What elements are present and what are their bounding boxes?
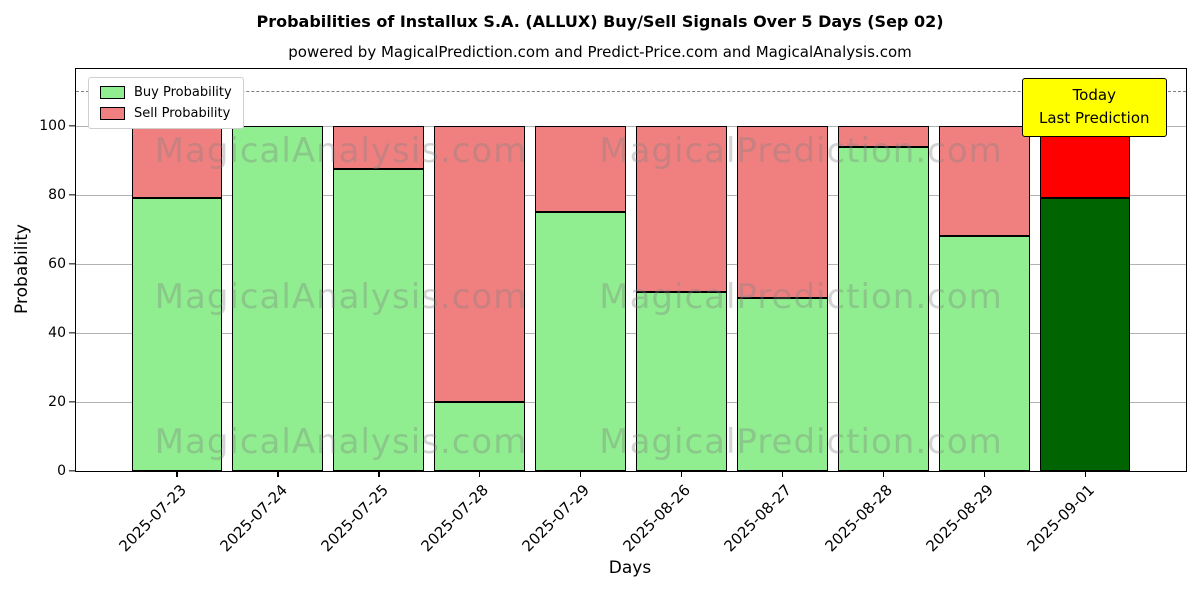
- bar-sell-segment-2025-07-29: [535, 125, 626, 213]
- ytick-label-0: 0: [57, 463, 66, 479]
- xtick-mark-1: [277, 471, 279, 477]
- xtick-label-7: 2025-08-28: [821, 481, 896, 556]
- annotation-line-2: Last Prediction: [1039, 109, 1150, 128]
- watermark-text-1: MagicalPrediction.com: [599, 131, 1003, 171]
- plot-area: 0 20 40 60 80 100 2025-07-23 2025-07-24 2025-07-…: [39, 68, 1187, 555]
- xtick-mark-0: [176, 471, 178, 477]
- bar-sell-segment-2025-09-01: [1039, 125, 1131, 199]
- bar-buy-segment-2025-07-28: [434, 401, 526, 471]
- xtick-mark-9: [1084, 471, 1086, 477]
- xtick-mark-8: [983, 471, 985, 477]
- bar-sell-segment-2025-08-28: [837, 125, 929, 147]
- ytick-mark-80: [69, 194, 75, 196]
- gridline-y100: [76, 125, 1186, 127]
- bar-sell-segment-2025-08-27: [736, 125, 828, 299]
- bar-buy-segment-2025-08-28: [837, 146, 929, 471]
- xtick-mark-2: [378, 471, 380, 477]
- watermark-text-4: MagicalAnalysis.com: [154, 422, 528, 462]
- legend-swatch-0: [100, 86, 125, 99]
- bar-sell-segment-2025-08-29: [938, 125, 1030, 237]
- bar-sell-segment-2025-07-23: [131, 125, 223, 199]
- xtick-mark-3: [479, 471, 481, 477]
- today-annotation: Today Last Prediction: [1022, 78, 1167, 137]
- gridline-y40: [76, 332, 1186, 334]
- watermark-text-5: MagicalPrediction.com: [599, 422, 1003, 462]
- legend-item-0: Buy Probability: [100, 85, 232, 100]
- y-axis-label: Probability: [12, 224, 32, 314]
- ytick-mark-0: [69, 470, 75, 472]
- legend-swatch-1: [100, 107, 125, 120]
- xtick-label-0: 2025-07-23: [115, 481, 190, 556]
- ytick-label-40: 40: [48, 324, 66, 341]
- bar-sell-segment-2025-07-25: [333, 125, 425, 170]
- bar-buy-segment-2025-07-25: [333, 169, 425, 471]
- bar-buy-segment-2025-07-24: [232, 125, 324, 471]
- ytick-label-20: 20: [48, 393, 66, 410]
- xtick-mark-7: [882, 471, 885, 477]
- xtick-mark-6: [781, 471, 784, 477]
- xtick-label-4: 2025-07-29: [518, 481, 594, 556]
- bar-buy-segment-2025-08-29: [938, 236, 1030, 471]
- xtick-label-2: 2025-07-25: [317, 481, 392, 556]
- xtick-label-3: 2025-07-28: [417, 481, 493, 556]
- legend: Buy Probability Sell Probability: [88, 77, 244, 129]
- xtick-label-9: 2025-09-01: [1023, 481, 1098, 556]
- ytick-mark-100: [69, 125, 75, 127]
- legend-label-1: Sell Probability: [134, 106, 231, 121]
- xtick-label-6: 2025-08-27: [720, 481, 796, 556]
- chart-title: Probabilities of Installux S.A. (ALLUX) …: [256, 12, 944, 31]
- gridline-y20: [76, 401, 1186, 403]
- xtick-label-8: 2025-08-29: [922, 481, 997, 556]
- ytick-label-100: 100: [39, 117, 66, 134]
- watermark-text-3: MagicalPrediction.com: [599, 277, 1003, 317]
- watermark-text-0: MagicalAnalysis.com: [154, 131, 528, 171]
- watermark-text-2: MagicalAnalysis.com: [154, 277, 528, 317]
- ytick-mark-60: [69, 263, 75, 265]
- ytick-mark-20: [69, 401, 75, 403]
- ytick-label-60: 60: [48, 255, 66, 272]
- gridline-y80: [76, 194, 1186, 196]
- bar-sell-segment-2025-08-26: [636, 125, 727, 292]
- xtick-mark-4: [580, 471, 582, 477]
- ytick-mark-40: [69, 332, 75, 334]
- bar-buy-segment-2025-07-23: [131, 198, 223, 471]
- xtick-label-1: 2025-07-24: [216, 481, 291, 556]
- ytick-label-80: 80: [48, 186, 66, 203]
- gridline-y60: [76, 263, 1186, 265]
- chart-subtitle: powered by MagicalPrediction.com and Pre…: [288, 43, 912, 61]
- bar-buy-segment-2025-09-01: [1039, 198, 1131, 471]
- bar-buy-segment-2025-08-27: [736, 298, 828, 471]
- threshold-dashed-line: [76, 91, 1186, 93]
- bar-buy-segment-2025-07-29: [535, 212, 626, 471]
- xtick-mark-5: [680, 471, 683, 477]
- bar-buy-segment-2025-08-26: [636, 291, 727, 471]
- legend-label-0: Buy Probability: [134, 85, 232, 100]
- legend-item-1: Sell Probability: [100, 106, 232, 121]
- bar-sell-segment-2025-07-28: [434, 125, 526, 402]
- xtick-label-5: 2025-08-26: [619, 481, 695, 556]
- annotation-line-1: Today: [1072, 86, 1116, 104]
- x-axis-label: Days: [608, 558, 652, 578]
